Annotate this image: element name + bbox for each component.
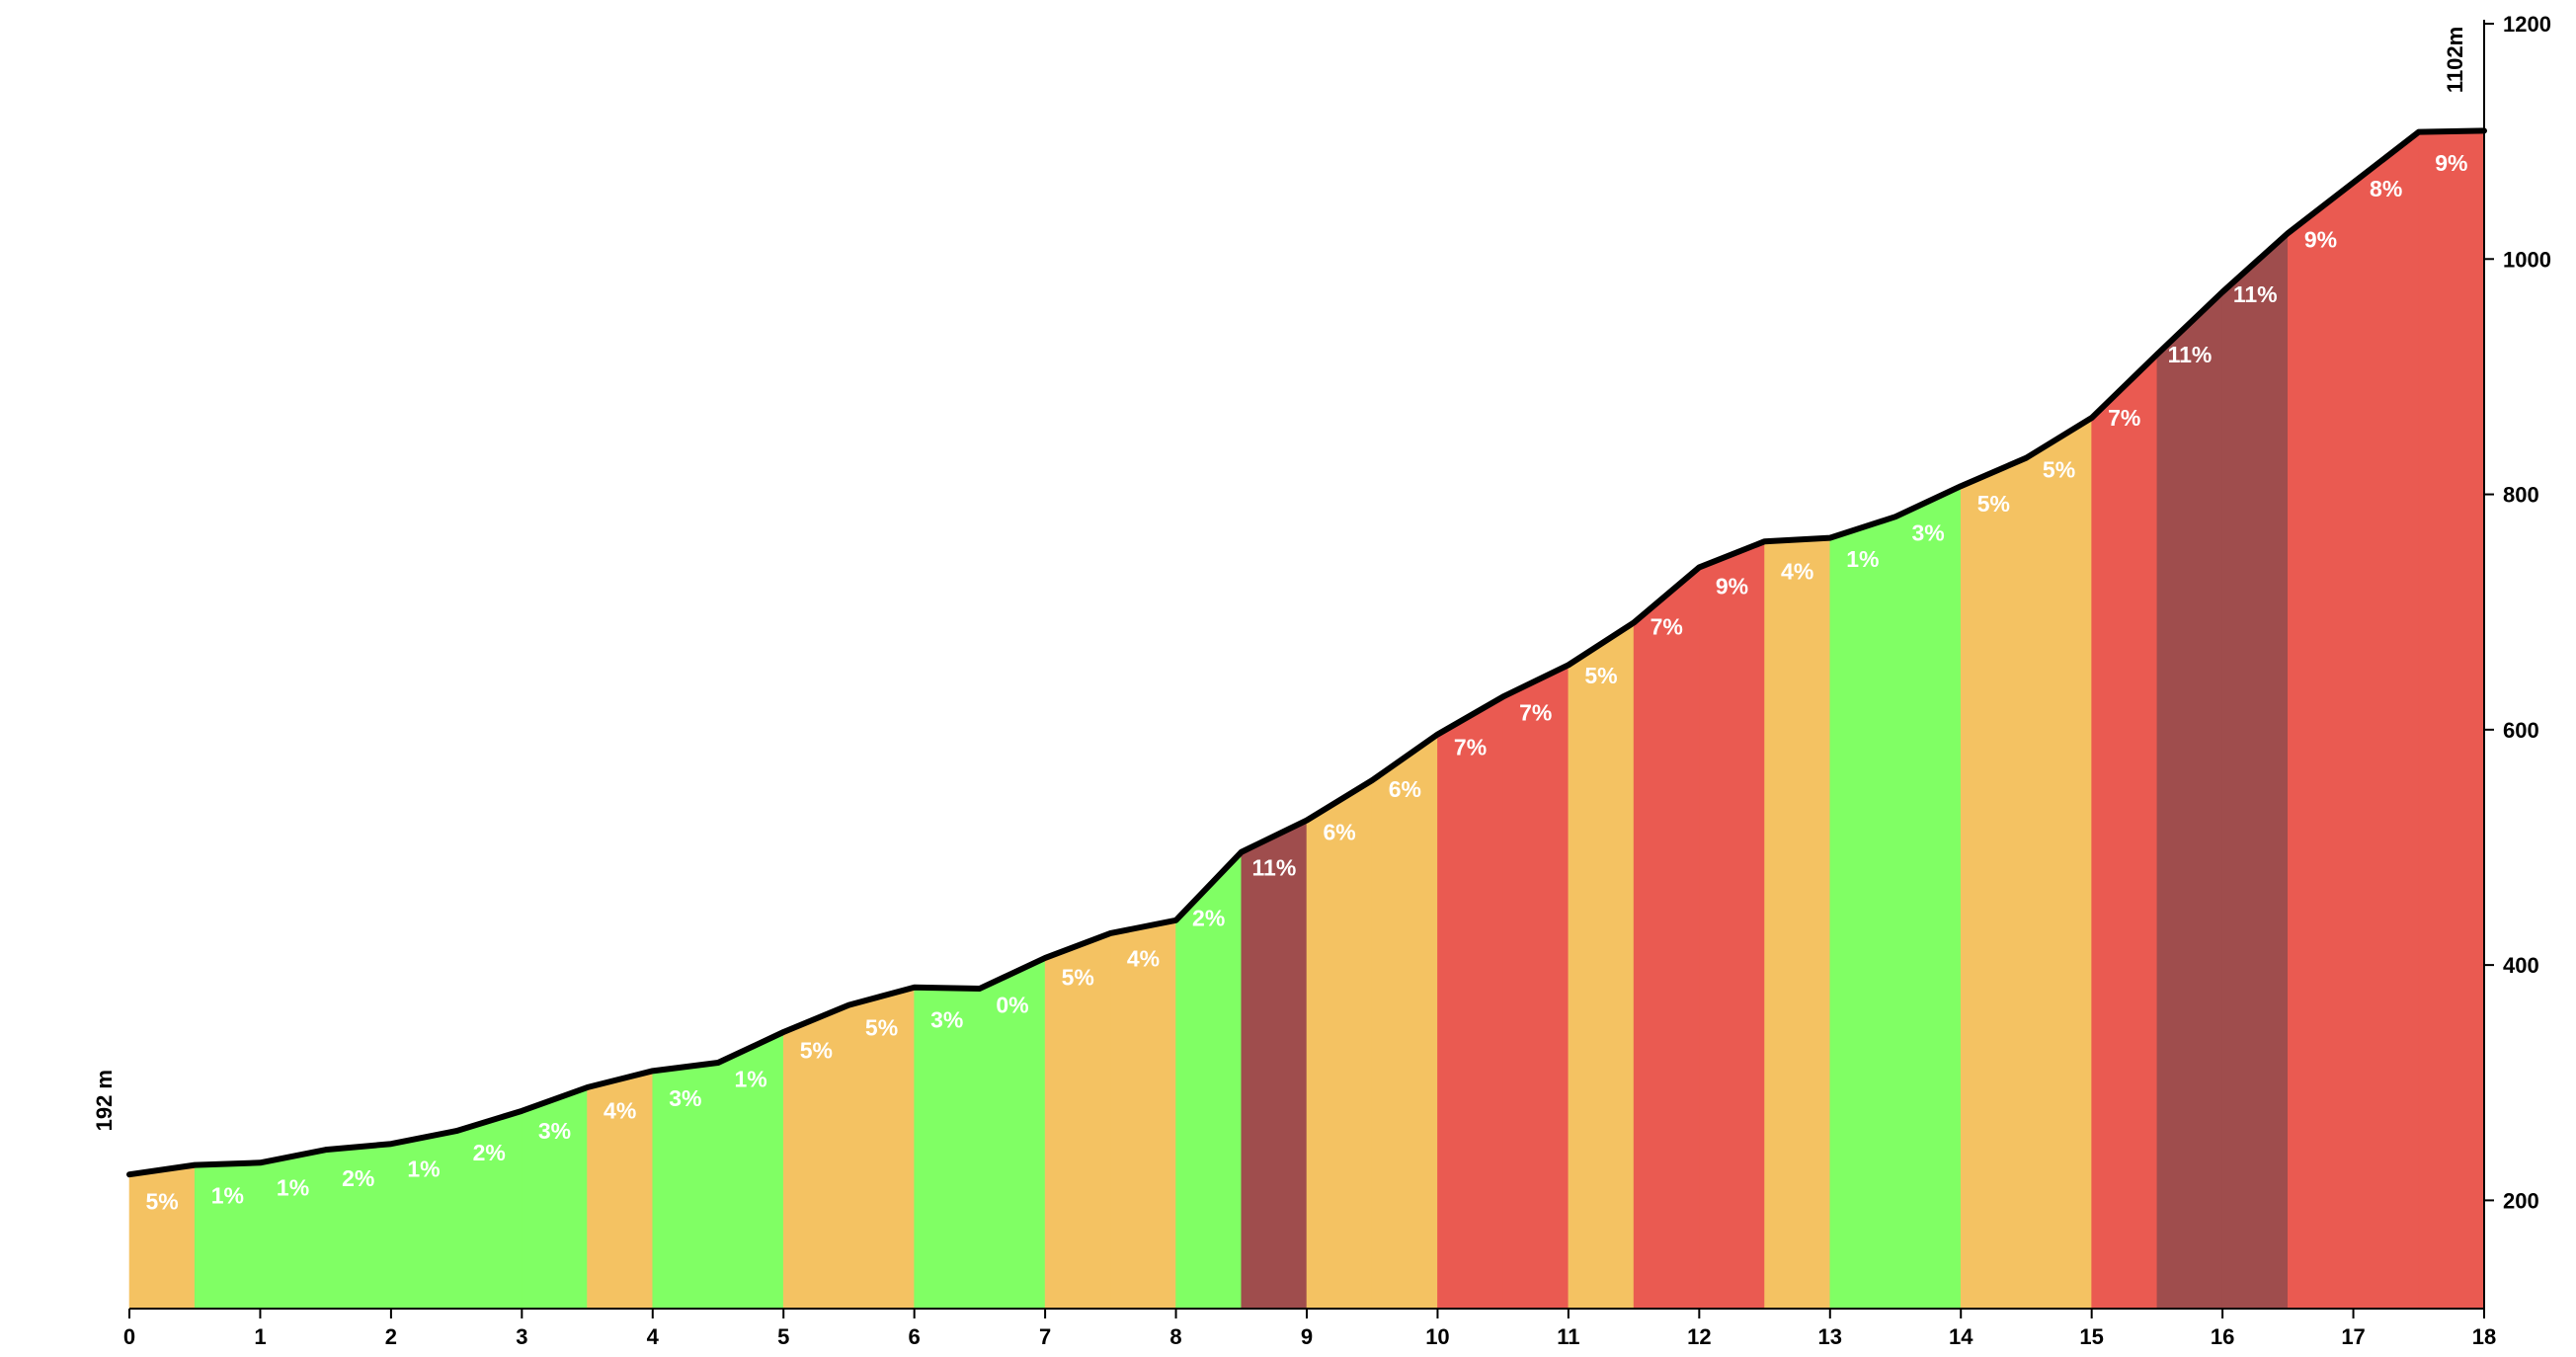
grade-label: 6% (1323, 819, 1355, 844)
x-tick-label: 5 (777, 1324, 789, 1349)
grade-label: 5% (1977, 491, 2010, 517)
grade-label: 8% (2370, 176, 2402, 201)
grade-label: 7% (1519, 699, 1552, 725)
x-axis: 0 1 2 3 4 5 6 7 8 9 10 11 12 13 14 15 16 17 18 (123, 1308, 2496, 1349)
grade-label: 2% (1192, 905, 1225, 930)
grade-segment (1110, 919, 1176, 1310)
x-tick-label: 6 (909, 1324, 921, 1349)
grade-label: 9% (2304, 226, 2337, 252)
grade-segment (2156, 290, 2223, 1310)
grade-segment (1568, 621, 1635, 1310)
grade-segment (914, 987, 981, 1310)
grade-segment (2353, 130, 2420, 1310)
grade-segment (128, 1164, 196, 1310)
grade-label: 7% (2108, 405, 2140, 431)
x-tick-label: 11 (1557, 1324, 1579, 1349)
grade-label: 11% (1252, 855, 1297, 881)
grade-label: 11% (2168, 342, 2213, 367)
grade-label: 0% (996, 992, 1028, 1017)
end-elevation-label: 1102m (2443, 27, 2467, 93)
grade-label: 9% (2435, 150, 2467, 176)
grade-label: 5% (1062, 964, 1094, 990)
grade-label: 5% (1584, 663, 1617, 688)
start-elevation-label: 192 m (92, 1070, 117, 1131)
grade-label: 4% (1127, 945, 1160, 971)
grade-label: 7% (1650, 613, 1683, 639)
grade-label: 1% (1846, 546, 1879, 572)
x-tick-label: 15 (2079, 1324, 2103, 1349)
grade-segment (2026, 417, 2092, 1310)
x-tick-label: 2 (385, 1324, 397, 1349)
x-tick-label: 10 (1425, 1324, 1449, 1349)
x-tick-label: 7 (1039, 1324, 1051, 1349)
y-tick-label: 600 (2503, 718, 2539, 743)
x-tick-label: 18 (2472, 1324, 2496, 1349)
x-tick-label: 0 (123, 1324, 135, 1349)
y-axis: 200 400 600 800 1000 1200 (2483, 12, 2551, 1309)
grade-segment (1764, 537, 1831, 1310)
grade-label: 1% (211, 1182, 244, 1208)
grade-segment (2418, 130, 2485, 1310)
grade-label: 5% (145, 1188, 178, 1214)
grade-label: 2% (342, 1165, 374, 1191)
grade-label: 5% (865, 1015, 898, 1041)
grade-segment (260, 1149, 326, 1310)
x-tick-label: 12 (1687, 1324, 1711, 1349)
grade-label: 1% (407, 1157, 440, 1182)
grade-label: 5% (800, 1037, 833, 1063)
y-tick-label: 200 (2503, 1188, 2539, 1213)
grade-label: 7% (1454, 735, 1487, 760)
grade-segment (1306, 779, 1373, 1310)
grade-label: 1% (734, 1067, 766, 1092)
grade-label: 3% (538, 1118, 571, 1144)
elevation-profile-line (126, 127, 2487, 1178)
grade-label: 2% (473, 1140, 506, 1165)
grade-label: 1% (277, 1175, 309, 1201)
grade-label: 11% (2233, 281, 2278, 307)
grade-label: 6% (1389, 776, 1421, 802)
grade-label: 5% (2043, 456, 2075, 482)
x-tick-label: 17 (2341, 1324, 2365, 1349)
y-tick-label: 800 (2503, 483, 2539, 508)
grade-segment (1960, 457, 2027, 1310)
x-tick-label: 9 (1301, 1324, 1313, 1349)
grade-segment (2221, 232, 2289, 1310)
grade-label: 4% (604, 1098, 636, 1124)
x-tick-label: 16 (2211, 1324, 2234, 1349)
x-tick-label: 3 (516, 1324, 527, 1349)
grade-label: 3% (930, 1006, 963, 1032)
grade-segment (1241, 820, 1308, 1310)
grade-label: 3% (1911, 520, 1944, 546)
grade-segment (1894, 485, 1962, 1310)
grade-segment (1371, 734, 1438, 1310)
x-tick-label: 13 (1818, 1324, 1842, 1349)
x-tick-label: 4 (647, 1324, 660, 1349)
grade-segment (1502, 664, 1570, 1310)
x-tick-label: 1 (254, 1324, 266, 1349)
grade-segment (2091, 354, 2158, 1310)
grade-label: 3% (669, 1085, 701, 1111)
grade-segment (1437, 695, 1503, 1310)
x-tick-label: 14 (1949, 1324, 1973, 1349)
grade-label: 4% (1781, 558, 1813, 584)
grade-segment (1699, 540, 1765, 1310)
grade-segment (1633, 566, 1700, 1310)
grade-segment (1829, 516, 1896, 1310)
y-tick-label: 400 (2503, 953, 2539, 978)
grade-label: 9% (1716, 573, 1748, 599)
y-tick-label: 1000 (2503, 247, 2551, 272)
grade-segment (2288, 182, 2354, 1310)
y-tick-label: 1200 (2503, 12, 2551, 37)
grade-labels: 5% 1% 1% 2% 1% 2% 3% 4% 3% 1% 5% 5% 3% 0% 5% 4% 2% 11% 6% 6… (145, 150, 2467, 1214)
grade-segments (128, 130, 2485, 1310)
x-tick-label: 8 (1169, 1324, 1181, 1349)
